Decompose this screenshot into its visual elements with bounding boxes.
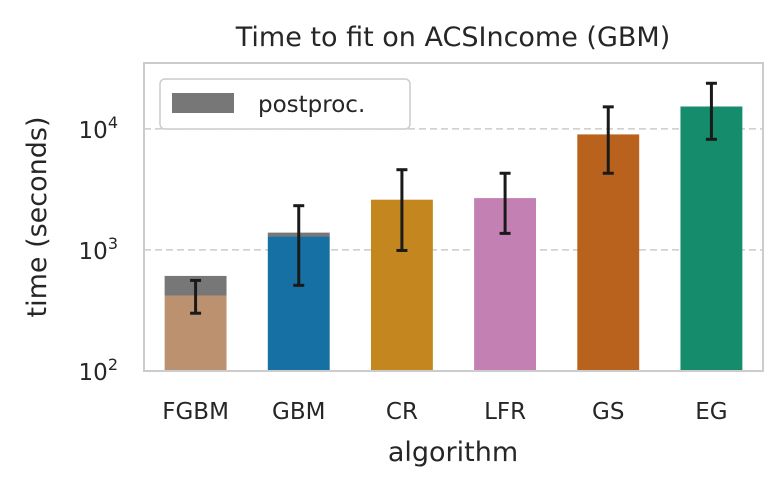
x-tick-label: GBM bbox=[272, 399, 325, 425]
error-bar-gs bbox=[602, 105, 614, 175]
x-tick-label: CR bbox=[386, 399, 418, 425]
y-tick-label: 104 bbox=[79, 113, 118, 144]
error-bar-cr bbox=[396, 168, 408, 252]
y-axis-label: time (seconds) bbox=[22, 116, 53, 317]
y-tick-label: 103 bbox=[79, 234, 118, 265]
error-bar-lfr bbox=[499, 171, 511, 235]
y-tick-labels: 102 103 104 bbox=[79, 113, 118, 386]
bar-eg bbox=[680, 106, 743, 371]
legend-swatch bbox=[172, 93, 234, 113]
x-tick-label: FGBM bbox=[162, 399, 229, 425]
x-tick-label: EG bbox=[695, 399, 727, 425]
error-bar-eg bbox=[705, 81, 717, 141]
chart-title: Time to fit on ACSIncome (GBM) bbox=[235, 22, 670, 53]
y-tick-label: 102 bbox=[79, 355, 118, 386]
legend-box bbox=[159, 78, 411, 130]
error-bar-gbm bbox=[293, 204, 305, 287]
legend-label: postproc. bbox=[258, 92, 365, 118]
x-tick-label: GS bbox=[592, 399, 624, 425]
x-tick-label: LFR bbox=[484, 399, 526, 425]
x-tick-labels: FGBM GBM CR LFR GS EG bbox=[162, 399, 727, 425]
legend: postproc. bbox=[159, 78, 411, 130]
grid-lines bbox=[144, 128, 763, 251]
error-bar-fgbm bbox=[190, 278, 202, 315]
x-axis-label: algorithm bbox=[388, 437, 518, 468]
plot-frame bbox=[143, 62, 764, 372]
bars bbox=[164, 106, 743, 371]
error-bars bbox=[190, 81, 717, 315]
